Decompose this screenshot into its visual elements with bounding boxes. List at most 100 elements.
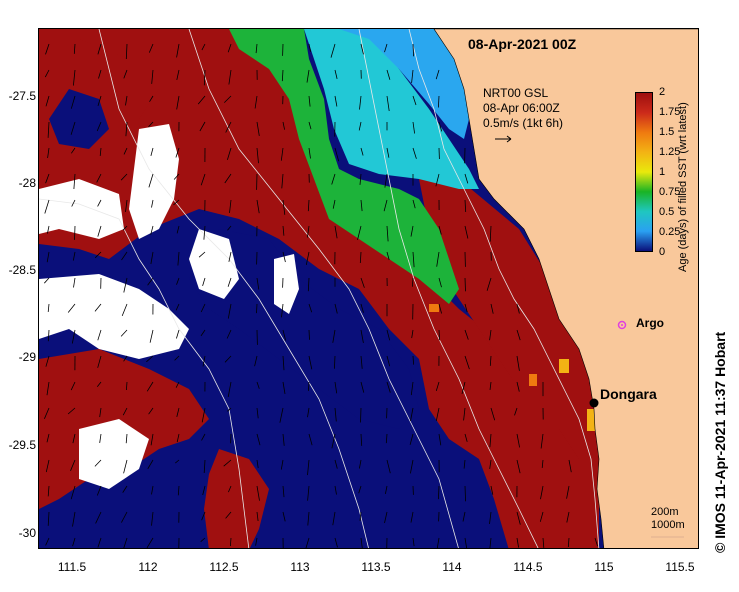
current-vector xyxy=(67,407,76,415)
current-vector xyxy=(125,43,128,60)
current-vector xyxy=(73,43,76,54)
current-vector xyxy=(435,407,440,421)
current-vector xyxy=(256,303,258,314)
contour-deep-2 xyxy=(98,29,369,548)
current-vector xyxy=(73,173,76,190)
current-vector xyxy=(334,485,337,495)
colorbar xyxy=(635,92,653,252)
current-vector xyxy=(307,199,310,212)
land-mass xyxy=(433,29,698,548)
cloud-patch-5 xyxy=(39,179,124,239)
current-vector xyxy=(489,511,492,524)
current-vector xyxy=(123,147,128,155)
current-vector xyxy=(70,147,76,154)
current-vector xyxy=(202,355,206,367)
sst-age-zero-patch-1 xyxy=(49,89,109,149)
current-vector xyxy=(360,303,364,313)
current-vector xyxy=(412,43,414,57)
current-vector xyxy=(360,381,365,393)
current-vector xyxy=(256,199,260,214)
current-vector xyxy=(46,433,50,443)
current-vector xyxy=(306,69,310,83)
sst-age-half-region xyxy=(304,29,479,189)
sst-age-zero-patch-2 xyxy=(189,229,419,429)
current-vector xyxy=(70,381,76,391)
sst-age-two-region-south xyxy=(204,449,269,548)
current-vector xyxy=(223,459,232,467)
current-vector xyxy=(146,537,154,548)
colorbar-tick-label: 1 xyxy=(659,166,666,178)
current-vector xyxy=(122,225,128,231)
current-vector xyxy=(70,95,76,109)
current-vector xyxy=(489,537,492,548)
current-vector xyxy=(227,303,232,319)
cloud-patch-2 xyxy=(189,229,239,299)
current-vector xyxy=(334,407,337,422)
current-vector xyxy=(516,355,520,371)
current-vector xyxy=(360,355,363,369)
current-vector xyxy=(412,277,414,287)
current-vector xyxy=(227,225,232,231)
current-vector xyxy=(412,95,417,106)
current-vector xyxy=(201,407,206,423)
current-vector xyxy=(360,407,362,423)
current-vector xyxy=(308,147,311,159)
current-vector xyxy=(307,407,310,418)
current-vector xyxy=(464,355,470,370)
current-vector xyxy=(227,147,232,161)
current-vector xyxy=(126,381,128,391)
current-vector xyxy=(412,251,415,268)
current-vector xyxy=(125,95,128,106)
current-vector xyxy=(44,407,50,419)
current-vector xyxy=(122,485,128,493)
colorbar-label: Age (days) of filled SST (wrt latest) xyxy=(677,102,689,272)
current-vector xyxy=(514,407,518,416)
current-vector xyxy=(95,511,102,524)
current-vector xyxy=(72,251,76,261)
current-vector xyxy=(203,225,206,240)
current-vector xyxy=(73,69,76,86)
current-vector xyxy=(150,147,154,157)
current-vector xyxy=(224,173,232,184)
current-vector xyxy=(360,537,363,548)
current-vector xyxy=(254,355,258,367)
current-vector xyxy=(228,251,232,262)
current-vector xyxy=(176,95,180,110)
current-vector xyxy=(540,433,544,449)
current-vector xyxy=(359,251,362,264)
x-tick-label: 111.5 xyxy=(57,560,87,574)
current-vector xyxy=(359,511,362,521)
cloud-patch-6 xyxy=(274,254,299,314)
current-vector xyxy=(230,537,232,547)
current-vector xyxy=(151,199,154,208)
current-vector xyxy=(147,277,154,286)
current-vector xyxy=(224,95,232,103)
current-vector xyxy=(438,95,440,108)
current-vector xyxy=(359,95,362,110)
vector-info-line-3: 0.5m/s (1kt 6h) xyxy=(483,116,564,130)
current-vector xyxy=(386,355,391,367)
current-vector xyxy=(72,433,76,444)
current-vector xyxy=(464,329,469,340)
current-vector xyxy=(46,381,50,396)
current-vector xyxy=(308,95,311,107)
current-vector xyxy=(360,43,364,55)
current-vector xyxy=(384,511,388,524)
sst-age-map xyxy=(39,29,698,548)
contour-1000m xyxy=(358,29,539,548)
sst-age-two-region-north xyxy=(39,29,599,548)
current-vector xyxy=(45,537,50,546)
current-vector xyxy=(121,251,128,261)
current-vector xyxy=(386,147,390,158)
current-vector xyxy=(516,303,520,314)
current-vector xyxy=(489,225,492,242)
vector-info-line-1: NRT00 GSL xyxy=(483,86,549,100)
current-vector xyxy=(305,537,310,548)
current-vector xyxy=(282,121,285,130)
current-vector xyxy=(175,147,180,158)
current-vector xyxy=(99,407,102,418)
current-vector xyxy=(567,537,570,548)
current-vector xyxy=(45,459,50,473)
current-vector xyxy=(282,355,285,371)
current-vector xyxy=(200,537,206,543)
